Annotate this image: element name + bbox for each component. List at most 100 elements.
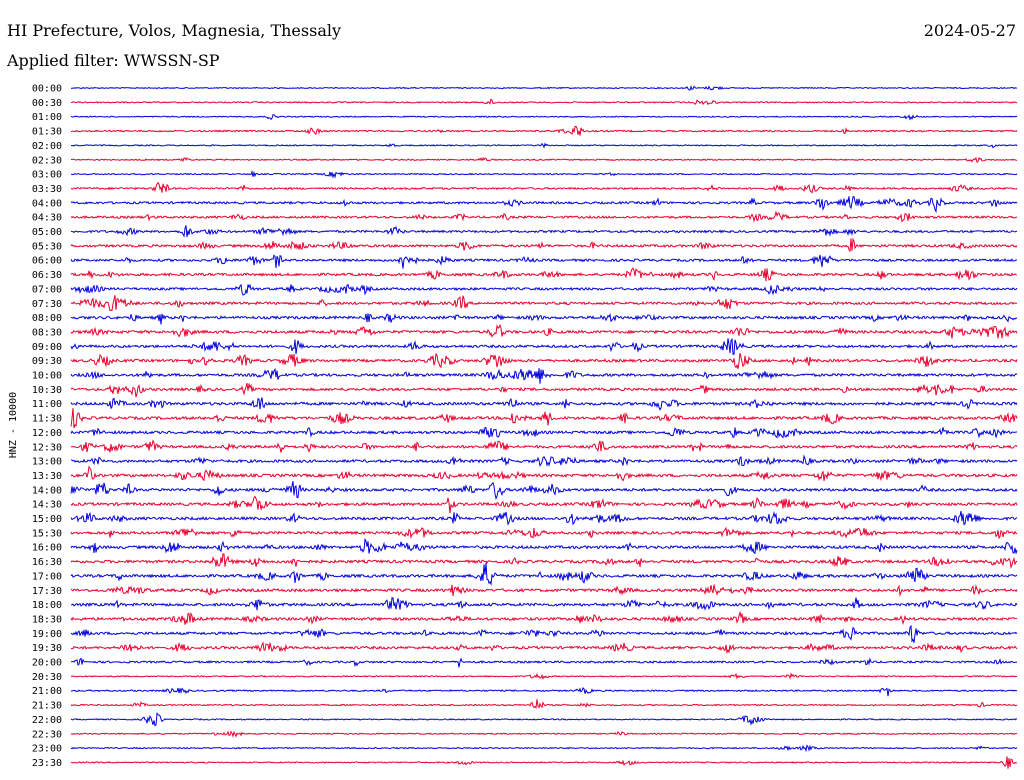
time-tick-label: 23:30: [32, 758, 62, 769]
trace-line: [70, 352, 1018, 369]
trace-line: [70, 553, 1018, 570]
trace-line: [70, 699, 1018, 710]
time-tick-label: 20:30: [32, 672, 62, 683]
trace-line: [70, 641, 1018, 655]
trace-line: [70, 465, 1018, 482]
time-tick-label: 14:30: [32, 500, 62, 511]
time-tick-label: 21:00: [32, 686, 62, 697]
time-tick-label: 19:30: [32, 643, 62, 654]
time-tick-label: 09:00: [32, 342, 62, 353]
time-tick-label: 08:00: [32, 313, 62, 324]
trace-line: [70, 225, 1018, 238]
time-tick-label: 05:30: [32, 241, 62, 252]
time-tick-label: 22:30: [32, 729, 62, 740]
time-tick-label: 16:30: [32, 557, 62, 568]
trace-line: [70, 537, 1018, 554]
time-tick-label: 13:30: [32, 471, 62, 482]
date-label: 2024-05-27: [924, 21, 1016, 40]
trace-line: [70, 510, 1018, 526]
trace-line: [70, 480, 1018, 501]
trace-line: [70, 337, 1018, 355]
trace-line: [70, 439, 1018, 453]
trace-line: [70, 526, 1018, 540]
time-tick-label: 23:00: [32, 744, 62, 755]
time-tick-label: 19:00: [32, 629, 62, 640]
trace-line: [70, 114, 1018, 121]
time-tick-label: 00:30: [32, 98, 62, 109]
time-tick-label: 18:30: [32, 614, 62, 625]
time-tick-label: 22:00: [32, 715, 62, 726]
trace-line: [70, 744, 1018, 753]
time-tick-label: 18:00: [32, 600, 62, 611]
time-tick-label: 02:00: [32, 141, 62, 152]
trace-line: [70, 98, 1018, 106]
trace-line: [70, 657, 1018, 668]
time-tick-label: 12:00: [32, 428, 62, 439]
trace-line: [70, 562, 1018, 587]
trace-line: [70, 382, 1017, 398]
trace-line: [70, 756, 1018, 769]
time-tick-label: 10:00: [32, 371, 62, 382]
time-tick-label: 20:00: [32, 658, 62, 669]
time-tick-label: 07:00: [32, 284, 62, 295]
trace-line: [70, 584, 1018, 597]
trace-line: [70, 686, 1018, 697]
trace-line: [70, 397, 1018, 411]
y-axis-label: HNZ - 10000: [8, 392, 19, 458]
trace-line: [70, 672, 1018, 681]
station-title: HI Prefecture, Volos, Magnesia, Thessaly: [7, 21, 341, 40]
trace-line: [70, 624, 1018, 643]
time-tick-label: 17:30: [32, 586, 62, 597]
time-tick-label: 00:00: [32, 84, 62, 95]
trace-line: [70, 283, 1018, 296]
filter-label: Applied filter: WWSSN-SP: [6, 51, 220, 70]
time-tick-label: 03:30: [32, 184, 62, 195]
time-tick-label: 08:30: [32, 327, 62, 338]
seismic-traces: [70, 84, 1018, 769]
time-tick-label: 01:00: [32, 112, 62, 123]
time-tick-label: 17:00: [32, 571, 62, 582]
trace-line: [70, 597, 1018, 611]
trace-line: [70, 454, 1018, 467]
time-tick-label: 13:00: [32, 457, 62, 468]
time-tick-label: 05:00: [32, 227, 62, 238]
time-tick-label: 06:00: [32, 256, 62, 267]
time-tick-label: 06:30: [32, 270, 62, 281]
time-tick-label: 15:00: [32, 514, 62, 525]
trace-line: [70, 323, 1018, 339]
trace-line: [70, 125, 1018, 136]
trace-line: [70, 495, 1018, 513]
trace-line: [70, 295, 1018, 312]
trace-line: [70, 196, 1018, 214]
trace-line: [70, 610, 1018, 626]
trace-line: [70, 730, 1018, 738]
trace-line: [70, 427, 1017, 439]
trace-line: [70, 254, 1018, 269]
trace-line: [70, 408, 1018, 428]
time-tick-label: 04:30: [32, 213, 62, 224]
time-tick-label: 07:30: [32, 299, 62, 310]
trace-line: [70, 367, 1018, 384]
time-tick-label: 15:30: [32, 528, 62, 539]
time-tick-label: 21:30: [32, 701, 62, 712]
time-tick-label: 16:00: [32, 543, 62, 554]
trace-line: [70, 84, 1018, 91]
trace-line: [70, 267, 1018, 282]
time-tick-label: 11:00: [32, 399, 62, 410]
trace-line: [70, 181, 1018, 194]
time-tick-label: 04:00: [32, 198, 62, 209]
time-tick-labels: 00:00 00:30 01:00 01:30 02:00 02:30 03:00 03:30…: [32, 84, 62, 769]
time-tick-label: 10:30: [32, 385, 62, 396]
trace-line: [70, 169, 1018, 179]
trace-line: [70, 210, 1018, 223]
time-tick-label: 12:30: [32, 442, 62, 453]
time-tick-label: 09:30: [32, 356, 62, 367]
trace-line: [71, 312, 1018, 325]
trace-line: [70, 237, 1018, 252]
trace-line: [71, 156, 1018, 163]
trace-line: [70, 712, 1018, 727]
time-tick-label: 14:00: [32, 485, 62, 496]
time-tick-label: 02:30: [32, 155, 62, 166]
trace-line: [70, 142, 1018, 149]
